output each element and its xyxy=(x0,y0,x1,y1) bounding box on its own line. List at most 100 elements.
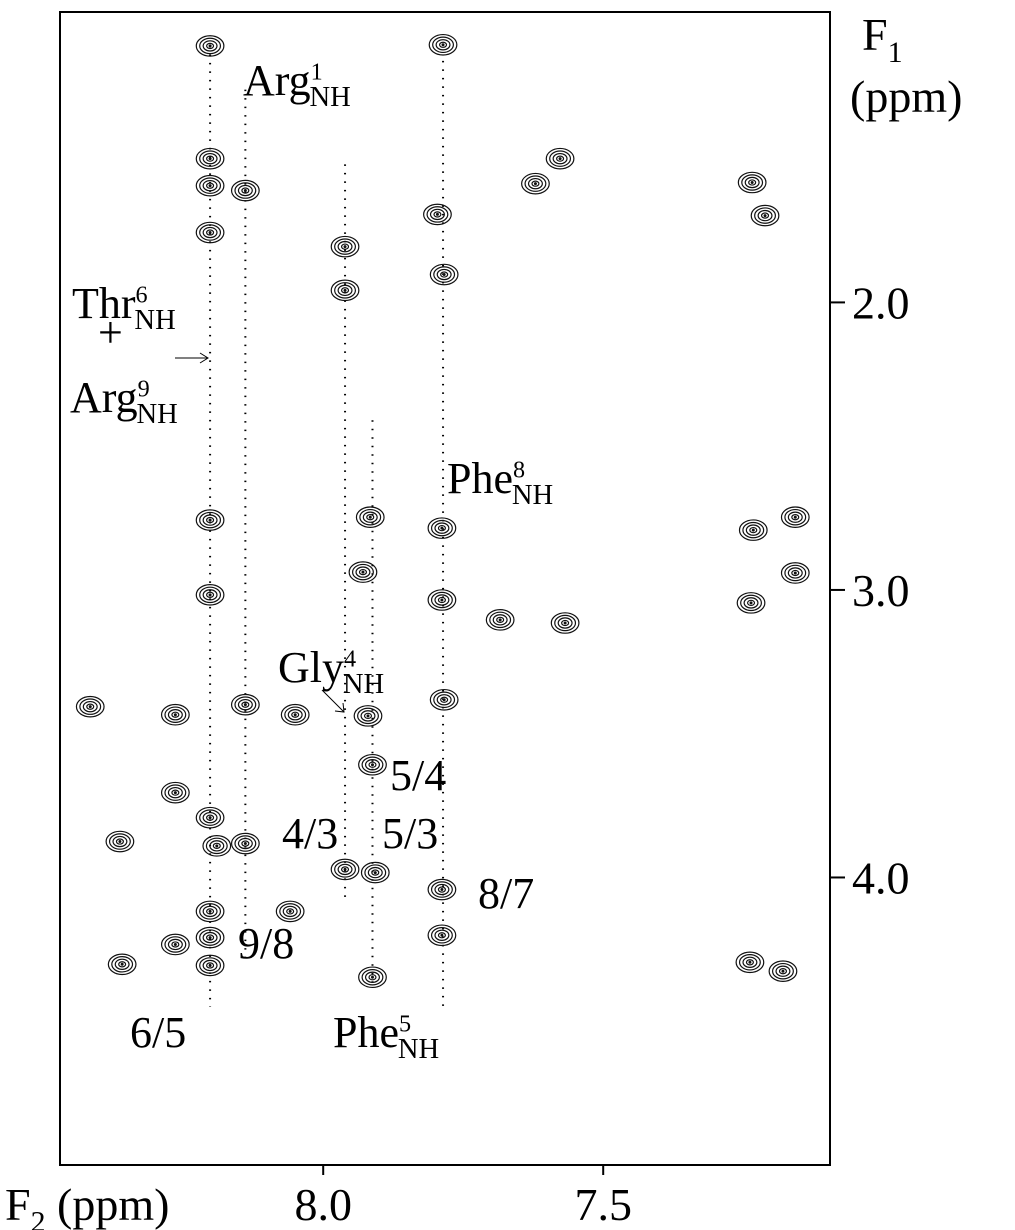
contour-ring xyxy=(291,711,300,718)
contour-ring xyxy=(791,514,800,521)
peak-center xyxy=(293,713,297,717)
peak-center xyxy=(120,962,124,966)
contour-ring xyxy=(358,753,387,776)
contour-ring xyxy=(430,927,453,944)
peak xyxy=(195,147,225,170)
contour-ring xyxy=(160,781,190,804)
peak xyxy=(195,900,225,923)
contour-ring xyxy=(206,908,215,915)
contour-ring xyxy=(430,881,453,898)
contour-ring xyxy=(427,589,457,611)
contour-ring xyxy=(355,566,371,578)
peak-center xyxy=(208,184,212,188)
annotation: 5/4 xyxy=(390,751,446,800)
contour-ring xyxy=(436,268,452,281)
contour-ring xyxy=(741,174,764,191)
contour-ring xyxy=(434,929,450,941)
peak xyxy=(160,703,190,726)
contour-ring xyxy=(557,617,573,629)
contour-ring xyxy=(206,962,215,969)
peak xyxy=(550,612,580,634)
contour-ring xyxy=(429,208,445,221)
peak-center xyxy=(793,515,797,519)
annotation-sub: NH xyxy=(310,82,351,113)
contour-ring xyxy=(340,287,350,294)
contour-ring xyxy=(371,869,380,876)
contour-ring xyxy=(358,966,387,989)
contour-ring xyxy=(164,706,187,723)
contour-ring xyxy=(362,511,378,523)
contour-ring xyxy=(202,40,218,52)
contour-ring xyxy=(195,35,225,57)
peak xyxy=(736,592,766,614)
contour-ring xyxy=(437,886,446,893)
peak xyxy=(280,703,310,726)
contour-ring xyxy=(202,589,218,601)
contour-ring xyxy=(527,177,543,190)
contour-ring xyxy=(206,42,215,50)
contour-ring xyxy=(330,858,360,881)
contour-ring xyxy=(199,809,222,826)
contour-ring xyxy=(428,33,458,56)
contour-ring xyxy=(433,266,456,283)
peak xyxy=(330,858,360,881)
peak-center xyxy=(533,182,537,186)
peak xyxy=(427,517,457,539)
annotation: Thr6 NH xyxy=(72,279,176,336)
peak xyxy=(358,966,387,989)
contour-ring xyxy=(75,695,105,718)
peak-center xyxy=(440,598,444,602)
peak xyxy=(195,584,225,606)
contour-ring xyxy=(206,182,215,189)
contour-ring xyxy=(234,182,257,199)
contour-ring xyxy=(195,954,225,977)
contour-ring xyxy=(440,271,449,278)
contour-ring xyxy=(787,567,803,579)
peak-center xyxy=(288,909,292,913)
annotation-text: Gly xyxy=(278,643,344,692)
contour-ring xyxy=(427,878,457,901)
contour-ring xyxy=(760,212,770,219)
peak xyxy=(75,695,105,718)
contour-ring xyxy=(550,612,580,634)
peak xyxy=(195,174,225,197)
contour-ring xyxy=(205,837,228,855)
annotation-text: 4/3 xyxy=(282,809,338,858)
contour-ring xyxy=(427,517,457,539)
peak-center xyxy=(749,601,753,605)
contour-ring xyxy=(206,934,215,941)
contour-ring xyxy=(554,614,577,632)
y-axis-label-unit: (ppm) xyxy=(850,71,962,122)
peak-center xyxy=(751,528,755,532)
peak xyxy=(780,562,810,584)
peak-center xyxy=(208,593,212,597)
y-tick-label: 2.0 xyxy=(852,277,910,328)
x-axis-label-text: F xyxy=(5,1179,31,1230)
peak xyxy=(348,561,378,583)
annotation: Arg1 NH xyxy=(243,56,351,113)
peak xyxy=(195,221,225,244)
contour-ring xyxy=(199,929,222,946)
contour-ring xyxy=(234,835,257,852)
annotation-text: 6/5 xyxy=(130,1008,186,1057)
peak-center xyxy=(370,763,374,767)
contour-ring xyxy=(361,968,384,986)
peak-center xyxy=(118,840,122,844)
peak-center xyxy=(173,713,177,717)
contour-ring xyxy=(167,709,183,721)
contour-ring xyxy=(108,833,131,850)
annotation-text: Phe xyxy=(447,454,513,503)
contour-ring xyxy=(363,712,373,720)
contour-ring xyxy=(279,903,302,920)
contour-ring xyxy=(359,508,382,526)
contour-ring xyxy=(745,959,754,966)
annotation-sup: 5 xyxy=(399,1011,411,1038)
contour-ring xyxy=(195,147,225,170)
contour-ring xyxy=(206,155,215,162)
annotation-sup: 1 xyxy=(311,59,323,86)
contour-ring xyxy=(275,900,305,923)
annotation-text: 5/4 xyxy=(390,751,446,800)
contour-ring xyxy=(775,965,791,977)
contour-ring xyxy=(334,238,356,255)
